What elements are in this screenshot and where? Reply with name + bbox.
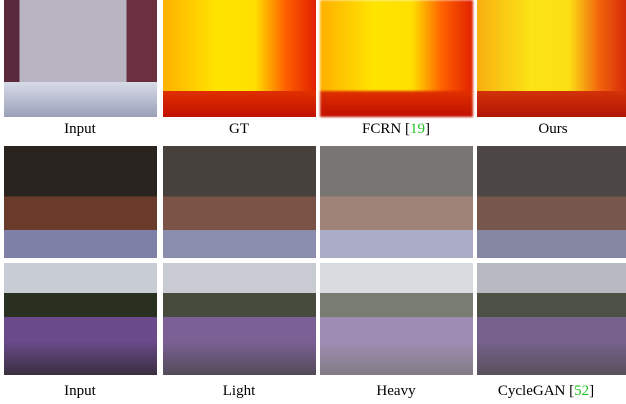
citation[interactable]: 19 [410, 121, 425, 137]
cyclegan-image [477, 263, 626, 375]
caption: Ours [473, 121, 626, 138]
ours-depth-image [477, 0, 626, 117]
caption-text: ] [589, 383, 594, 399]
caption-text: ] [425, 121, 430, 137]
caption-text: Input [64, 383, 96, 399]
input-image [4, 146, 157, 258]
caption-text: Input [64, 121, 96, 137]
caption: Input [0, 383, 160, 400]
cyclegan-image [477, 146, 626, 258]
caption-text: FCRN [ [362, 121, 410, 137]
caption-text: CycleGAN [ [498, 383, 574, 399]
light-haze-image [163, 146, 316, 258]
caption: Input [0, 121, 160, 138]
caption-text: Ours [538, 121, 567, 137]
caption-text: GT [229, 121, 249, 137]
caption: Heavy [316, 383, 476, 400]
caption: FCRN [19] [316, 121, 476, 138]
input-image [4, 0, 157, 117]
caption-text: Light [223, 383, 256, 399]
caption-text: Heavy [376, 383, 415, 399]
gt-depth-image [163, 0, 316, 117]
figure: Input GT FCRN [19] Ours Input Light Heav… [0, 0, 626, 404]
caption: Light [159, 383, 319, 400]
fcrn-depth-image [320, 0, 473, 117]
heavy-haze-image [320, 146, 473, 258]
citation[interactable]: 52 [574, 383, 589, 399]
heavy-haze-image [320, 263, 473, 375]
caption: GT [159, 121, 319, 138]
light-haze-image [163, 263, 316, 375]
input-image [4, 263, 157, 375]
caption: CycleGAN [52] [466, 383, 626, 400]
